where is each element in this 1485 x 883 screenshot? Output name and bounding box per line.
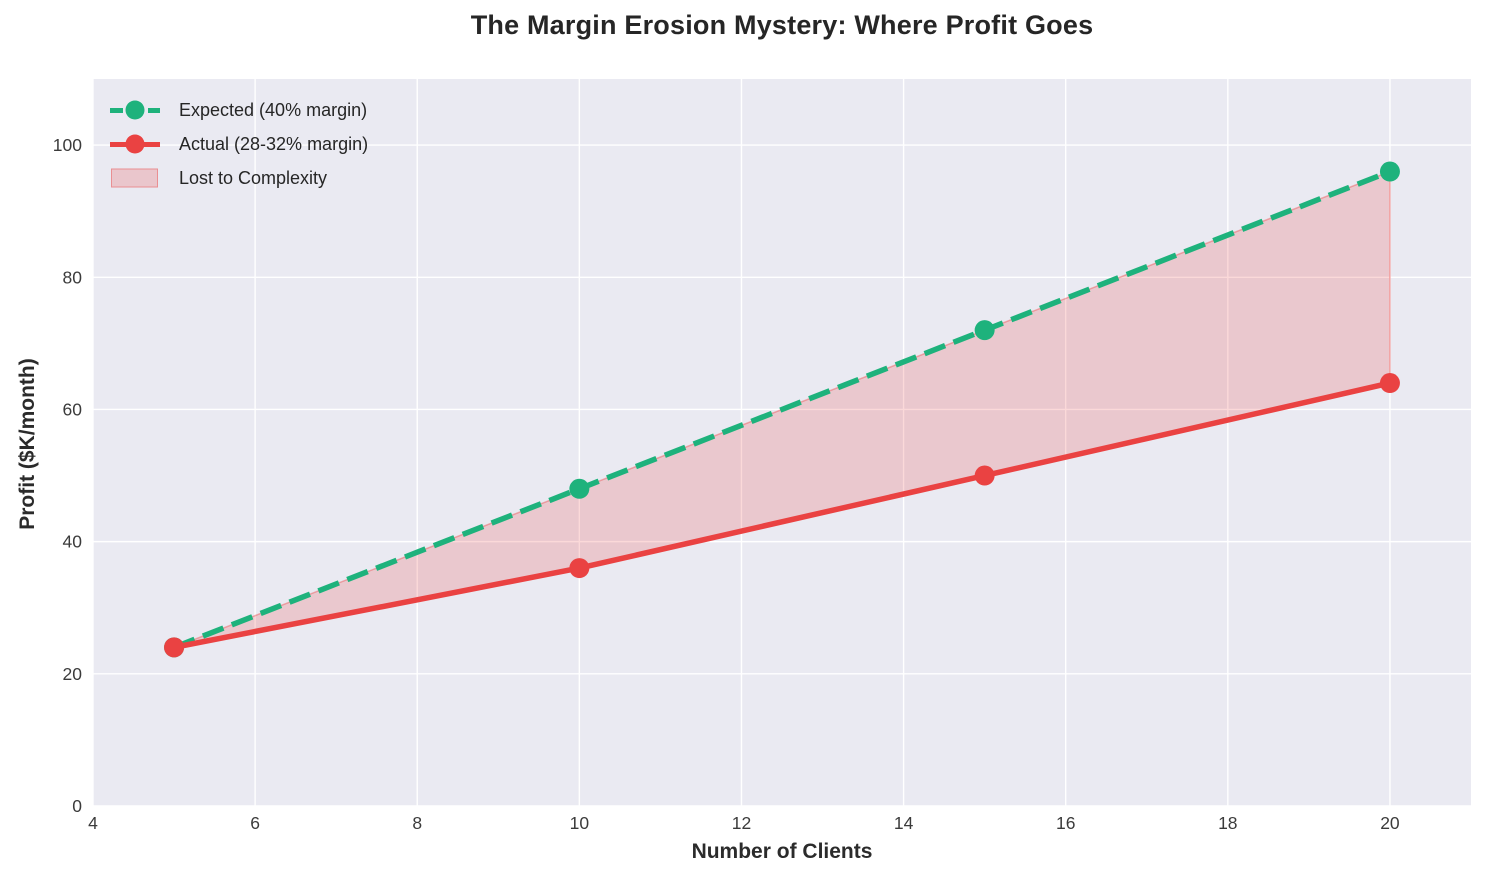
x-tick-label: 12 [732, 813, 751, 833]
legend-patch-swatch [110, 168, 160, 188]
circle-marker-icon [125, 134, 145, 154]
x-tick-label: 14 [894, 813, 914, 833]
actual-line [173, 380, 1391, 651]
y-tick-label: 60 [63, 399, 83, 419]
legend-item-actual: Actual (28-32% margin) [110, 127, 368, 161]
x-tick-label: 20 [1380, 813, 1400, 833]
legend-label: Expected (40% margin) [179, 99, 368, 120]
x-tick-label: 8 [412, 813, 422, 833]
expected-data-point [974, 320, 995, 341]
y-tick-label: 80 [63, 267, 83, 287]
y-tick-label: 0 [72, 796, 82, 816]
actual-data-point [569, 558, 590, 579]
legend: Expected (40% margin) Actual (28-32% mar… [110, 93, 368, 195]
x-tick-label: 10 [570, 813, 590, 833]
legend-item-expected: Expected (40% margin) [110, 93, 368, 127]
actual-data-point [164, 637, 185, 658]
x-tick-label: 18 [1218, 813, 1237, 833]
legend-label: Actual (28-32% margin) [179, 133, 369, 154]
y-tick-label: 40 [63, 532, 83, 552]
chart-title: The Margin Erosion Mystery: Where Profit… [470, 10, 1094, 40]
expected-data-point [1379, 161, 1400, 182]
x-tick-label: 4 [88, 813, 98, 833]
expected-line [173, 168, 1391, 650]
expected-data-point [569, 478, 590, 499]
x-tick-label: 16 [1056, 813, 1075, 833]
actual-data-point [974, 465, 995, 486]
circle-marker-icon [125, 100, 145, 120]
legend-item-lost-to-complexity: Lost to Complexity [110, 161, 368, 195]
filled-patch-icon [111, 168, 158, 188]
plot-background [93, 79, 1471, 806]
y-axis-label: Profit ($K/month) [16, 358, 39, 530]
legend-solid-line-swatch [110, 134, 160, 154]
legend-dashed-line-swatch [110, 100, 160, 120]
y-tick-label: 20 [63, 664, 83, 684]
legend-label: Lost to Complexity [179, 167, 328, 188]
actual-data-point [1379, 373, 1400, 394]
y-tick-label: 100 [53, 135, 82, 155]
x-axis-label: Number of Clients [691, 840, 873, 863]
x-tick-label: 6 [250, 813, 260, 833]
